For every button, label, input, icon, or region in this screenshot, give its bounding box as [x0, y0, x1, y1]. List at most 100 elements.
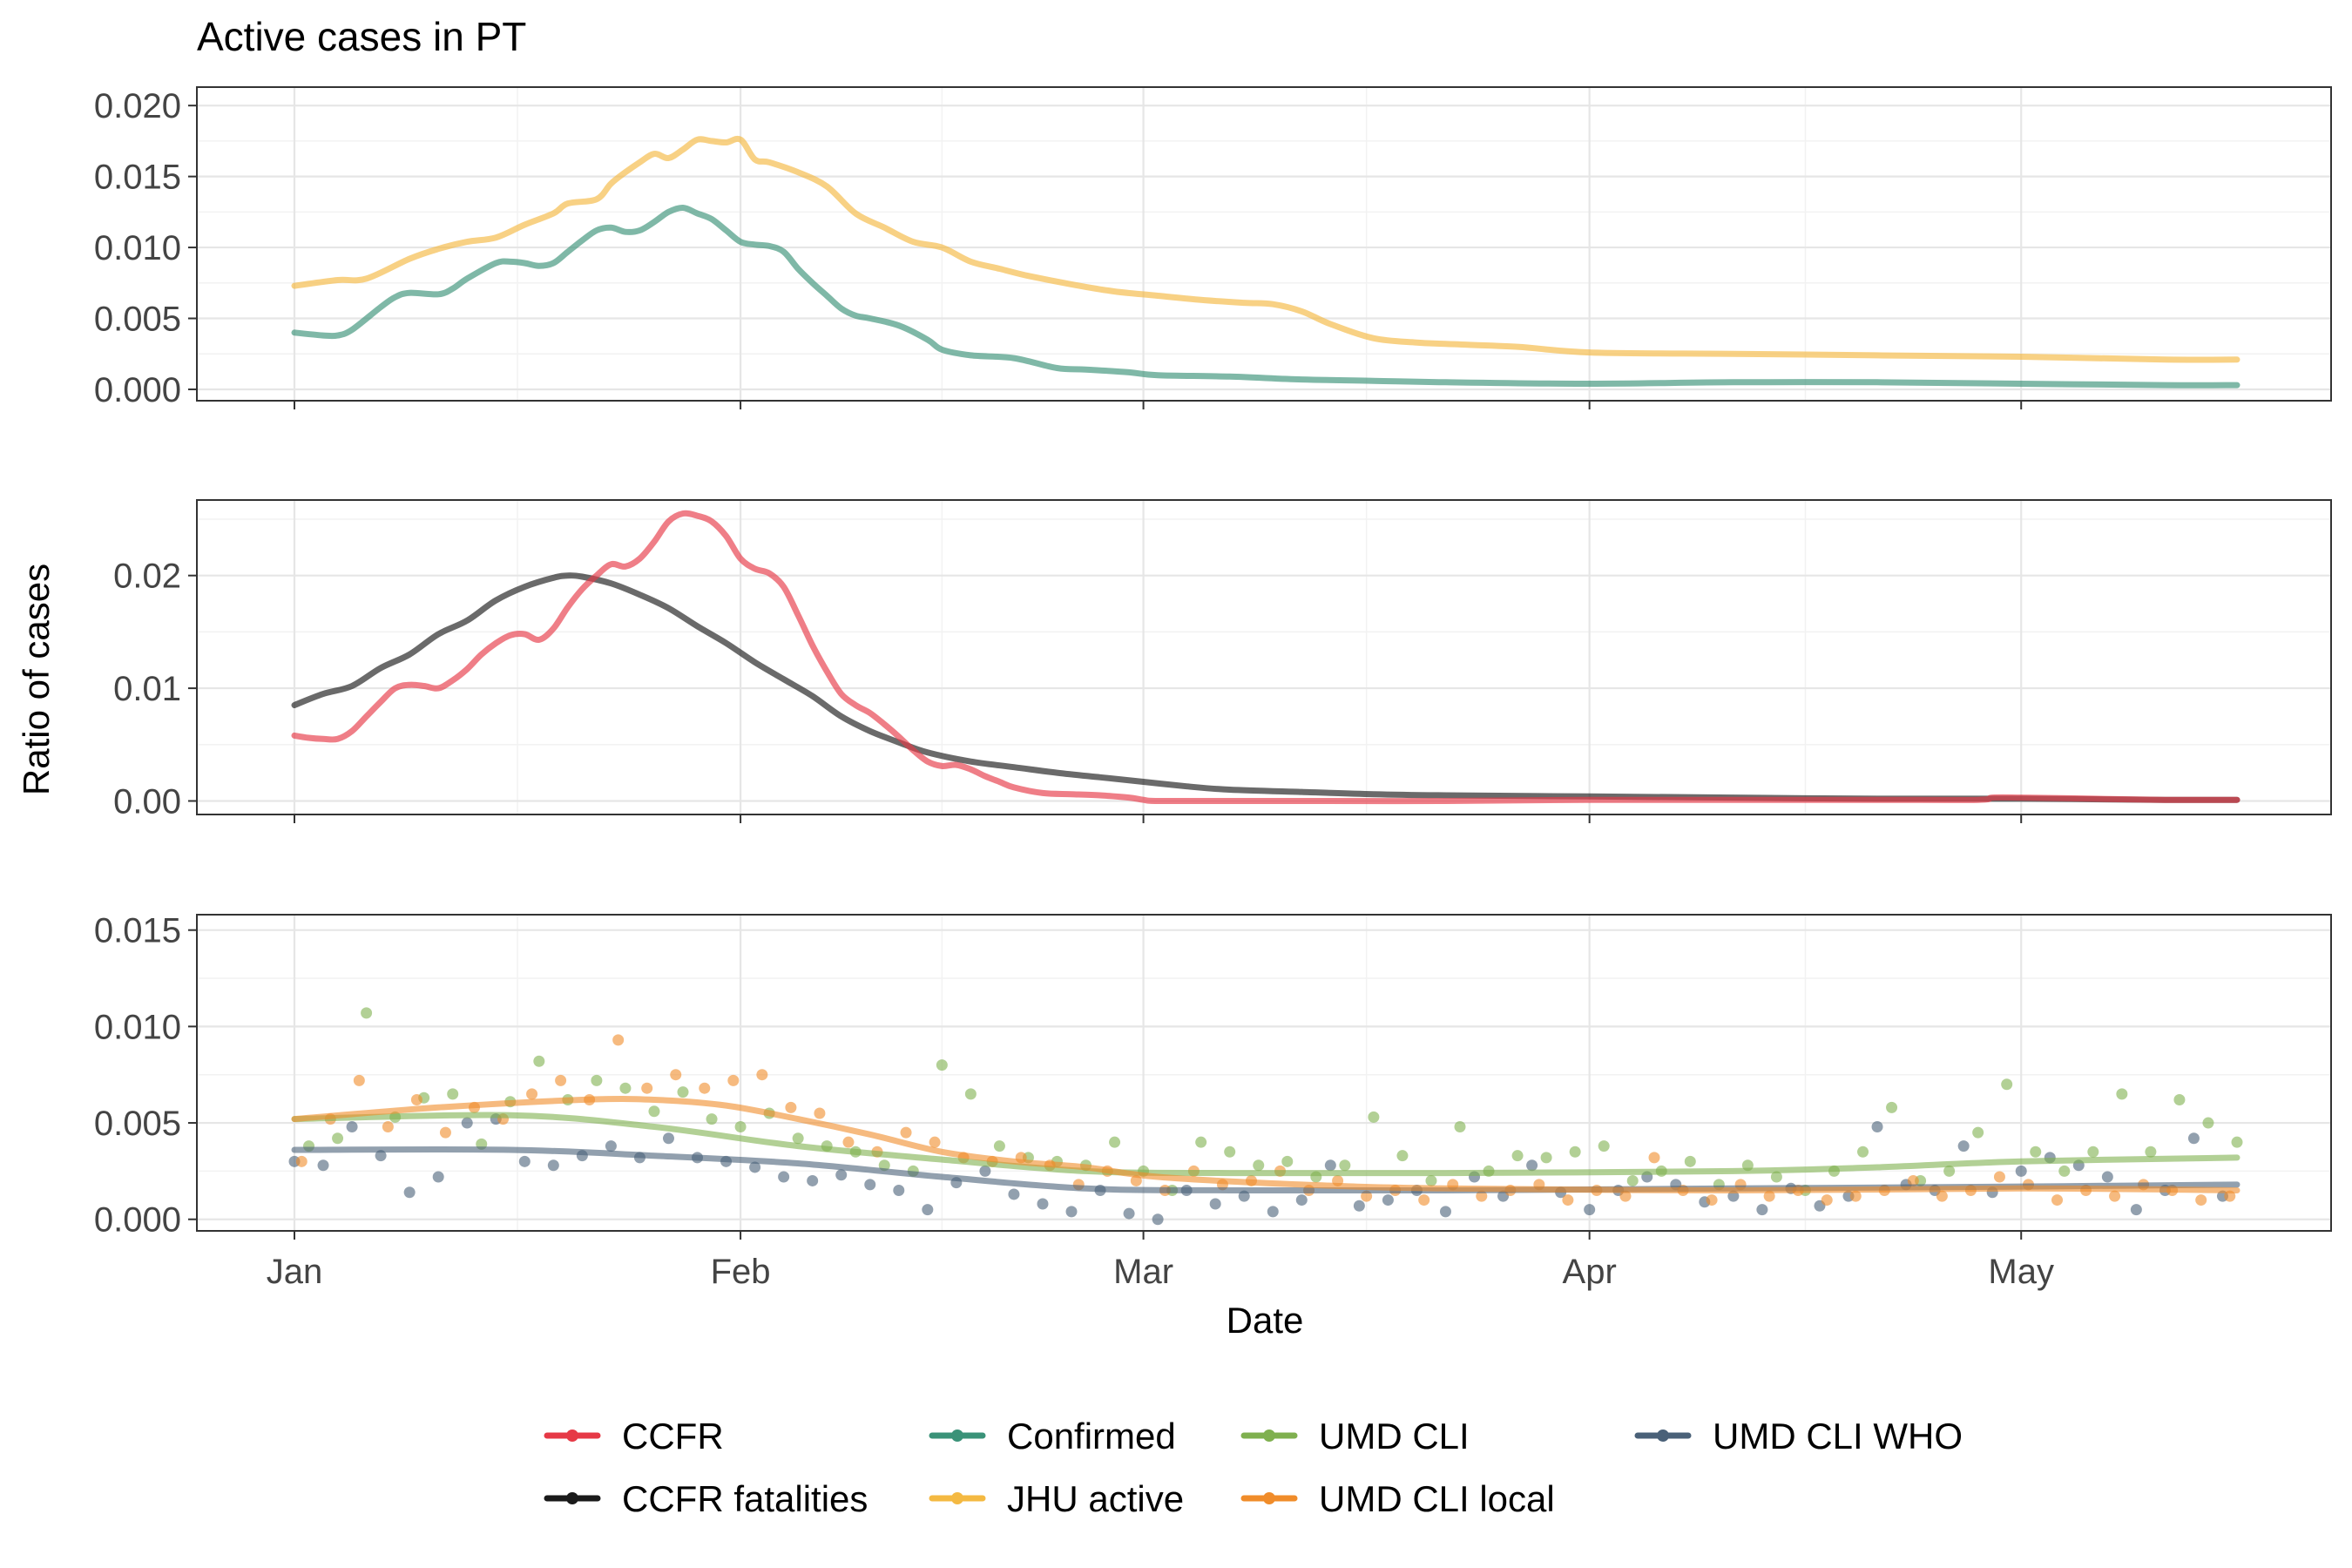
data-point-umd-cli: [1339, 1159, 1351, 1172]
legend-key-point: [566, 1492, 578, 1504]
data-point-umd-cli: [1224, 1146, 1236, 1158]
data-point-umd-cli-local: [1936, 1190, 1948, 1202]
data-point-umd-cli-local: [2051, 1194, 2064, 1206]
y-tick-label: 0.005: [94, 1105, 181, 1143]
y-tick-label: 0.01: [113, 670, 181, 708]
data-point-umd-cli-who: [1353, 1200, 1365, 1212]
data-point-umd-cli-who: [346, 1120, 358, 1132]
data-point-umd-cli-local: [1562, 1194, 1574, 1206]
panel-border: [196, 499, 2332, 815]
legend-item-umd-cli-local: UMD CLI local: [1240, 1478, 1555, 1519]
legend-key-point: [951, 1429, 963, 1442]
legend-item-jhu-active: JHU active: [929, 1478, 1184, 1519]
data-point-umd-cli-local: [900, 1126, 912, 1139]
data-point-umd-cli-local: [526, 1088, 538, 1100]
data-point-umd-cli: [1454, 1120, 1466, 1132]
series-ccfr-fatalities-line: [291, 572, 2240, 803]
legend-label: CCFR fatalities: [622, 1478, 868, 1519]
data-point-umd-cli: [2145, 1146, 2157, 1158]
data-point-umd-cli: [1770, 1171, 1782, 1183]
series-jhu-active-line: [291, 135, 2240, 363]
data-point-umd-cli: [706, 1113, 718, 1125]
data-point-umd-cli: [677, 1086, 689, 1098]
data-point-umd-cli-local: [929, 1136, 941, 1148]
legend-key-point: [1657, 1429, 1669, 1442]
data-point-umd-cli: [1281, 1155, 1294, 1167]
y-tick-label: 0.015: [94, 912, 181, 950]
panels-layer: 0.0000.0050.0100.0150.0200.000.010.020.0…: [94, 86, 2332, 1291]
legend-item-ccfr: CCFR: [544, 1416, 724, 1456]
x-tick-label: May: [1988, 1253, 2054, 1291]
legend-label: UMD CLI WHO: [1713, 1416, 1963, 1456]
legend-item-ccfr-fatalities: CCFR fatalities: [544, 1478, 868, 1519]
data-point-umd-cli-local: [439, 1126, 451, 1139]
data-point-umd-cli: [964, 1088, 977, 1100]
data-point-umd-cli: [2001, 1078, 2013, 1091]
data-point-umd-cli-local: [353, 1074, 365, 1086]
series-ccfr-line: [291, 510, 2240, 805]
data-point-umd-cli-who: [403, 1186, 416, 1199]
data-point-umd-cli-who: [922, 1204, 934, 1216]
chart-title: Active cases in PT: [197, 14, 526, 59]
data-point-umd-cli-local: [1619, 1190, 1632, 1202]
data-point-umd-cli-local: [785, 1101, 797, 1113]
data-point-umd-cli: [792, 1132, 804, 1145]
legend-label: CCFR: [622, 1416, 724, 1456]
data-point-umd-cli: [361, 1007, 373, 1019]
y-tick-label: 0.020: [94, 87, 181, 125]
panel-top: 0.000 0.005 0.010 0.015 0.020: [94, 86, 2332, 409]
series-confirmed-line: [291, 204, 2240, 389]
data-point-umd-cli: [1684, 1155, 1696, 1167]
data-point-umd-cli-who: [807, 1174, 819, 1186]
data-point-umd-cli-local: [2109, 1190, 2121, 1202]
data-point-umd-cli-local: [1418, 1194, 1430, 1206]
data-point-umd-cli-who: [1008, 1188, 1020, 1200]
data-point-umd-cli-who: [1756, 1204, 1768, 1216]
data-point-umd-cli: [648, 1105, 660, 1118]
data-point-umd-cli-local: [1993, 1171, 2005, 1183]
legend-key-point: [566, 1429, 578, 1442]
data-point-umd-cli: [447, 1088, 459, 1100]
series-umd-cli-local-trend: [291, 1096, 2240, 1193]
data-point-umd-cli-local: [814, 1107, 826, 1119]
data-point-umd-cli: [1425, 1174, 1437, 1186]
series-umd-cli-trend: [291, 1112, 2240, 1177]
panel-border: [196, 914, 2332, 1232]
data-point-umd-cli-who: [778, 1171, 790, 1183]
legend-key-point: [951, 1492, 963, 1504]
legend-label: JHU active: [1007, 1478, 1184, 1519]
data-point-umd-cli: [332, 1132, 344, 1145]
data-point-umd-cli-who: [432, 1171, 444, 1183]
data-point-umd-cli-who: [461, 1117, 473, 1129]
data-point-umd-cli-who: [1957, 1140, 1970, 1152]
x-axis-title: Date: [1227, 1300, 1304, 1341]
y-tick-label: 0.005: [94, 301, 181, 339]
panel-middle: 0.00 0.01 0.02: [113, 499, 2332, 823]
data-point-umd-cli-who: [547, 1159, 559, 1172]
data-point-umd-cli: [2116, 1088, 2128, 1100]
data-point-umd-cli: [1253, 1159, 1265, 1172]
panel-bottom: 0.000 0.005 0.010 0.015 Jan Feb Mar Apr May: [94, 912, 2332, 1291]
data-point-umd-cli: [1511, 1150, 1524, 1162]
data-point-umd-cli-who: [375, 1150, 387, 1162]
legend-key-point: [1263, 1492, 1275, 1504]
data-point-umd-cli: [619, 1082, 632, 1094]
data-point-umd-cli: [1943, 1165, 1956, 1177]
legend: CCFR CCFR fatalities Confirmed JHU active UM…: [544, 1416, 1963, 1519]
x-tick-label: Mar: [1113, 1253, 1173, 1291]
data-point-umd-cli-local: [555, 1074, 567, 1086]
panel-bottom-series: [288, 1007, 2243, 1226]
legend-key-point: [1263, 1429, 1275, 1442]
data-point-umd-cli: [1857, 1146, 1869, 1158]
data-point-umd-cli-who: [749, 1161, 761, 1173]
y-tick-label: 0.010: [94, 229, 181, 267]
data-point-umd-cli: [2231, 1136, 2243, 1148]
data-point-umd-cli-who: [1382, 1194, 1394, 1206]
data-point-umd-cli-local: [410, 1093, 422, 1105]
data-point-umd-cli-who: [835, 1169, 848, 1181]
y-tick-label: 0.000: [94, 371, 181, 409]
data-point-umd-cli: [2058, 1165, 2071, 1177]
data-point-umd-cli-who: [1439, 1206, 1451, 1218]
data-point-umd-cli: [2202, 1117, 2214, 1129]
